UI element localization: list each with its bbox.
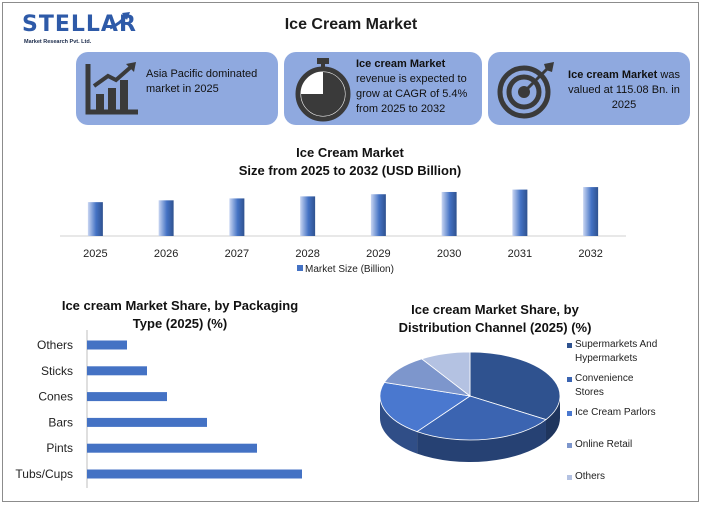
legend-label: Online Retail xyxy=(575,439,633,450)
page-title: Ice Cream Market xyxy=(284,16,418,33)
bar xyxy=(87,340,127,350)
packaging-chart: Others Sticks Cones Bars Pints Tubs/Cups xyxy=(15,330,302,488)
card-cagr-bold: Ice cream Market xyxy=(356,58,446,70)
packaging-chart-title: Ice cream Market Share, by Packaging Typ… xyxy=(30,297,330,333)
card-value-body-a: was xyxy=(660,69,680,81)
bar xyxy=(87,469,302,479)
chart-subtitle: Distribution Channel (2025) (%) xyxy=(398,320,592,335)
distribution-pie-chart xyxy=(379,351,561,462)
info-card-cagr: Ice cream Market revenue is expected to g… xyxy=(284,52,482,125)
pie-slice xyxy=(416,395,547,441)
y-tick-label: Others xyxy=(37,338,73,352)
card-value-body-b: valued at 115.08 Bn. in 2025 xyxy=(568,84,680,111)
card-value-text: Ice cream Market was valued at 115.08 Bn… xyxy=(562,68,686,113)
x-tick-label: 2029 xyxy=(366,248,390,260)
stopwatch-icon xyxy=(295,58,351,122)
info-card-region: Asia Pacific dominated market in 2025 xyxy=(76,52,278,125)
card-region-text: Asia Pacific dominated market in 2025 xyxy=(146,68,258,95)
target-icon xyxy=(497,62,554,119)
pie-slice-side xyxy=(417,419,546,462)
x-tick-label: 2027 xyxy=(225,248,249,260)
legend-label: Convenience xyxy=(575,373,634,384)
bar xyxy=(441,191,457,236)
bar-chart-growth-icon xyxy=(85,62,138,115)
x-tick-label: 2032 xyxy=(578,248,602,260)
legend-swatch xyxy=(567,377,572,382)
legend-swatch xyxy=(567,443,572,448)
x-tick-label: 2031 xyxy=(508,248,532,260)
chart-title: Ice cream Market Share, by xyxy=(411,302,579,317)
bar xyxy=(370,194,386,236)
legend-label: Stores xyxy=(575,387,604,398)
y-tick-label: Cones xyxy=(38,390,73,404)
card-cagr-text: Ice cream Market revenue is expected to g… xyxy=(356,57,478,117)
y-tick-label: Pints xyxy=(46,441,73,455)
card-value-bold: Ice cream Market xyxy=(568,69,658,81)
stellar-logo: STELLAR Market Research Pvt. Ltd. xyxy=(12,6,136,45)
bar xyxy=(583,187,599,236)
x-tick-label: 2028 xyxy=(295,248,319,260)
pie-slice-side xyxy=(545,396,560,442)
chart-subtitle: Size from 2025 to 2032 (USD Billion) xyxy=(238,163,462,178)
x-tick-label: 2026 xyxy=(154,248,178,260)
bar xyxy=(87,366,147,376)
logo-tagline: Market Research Pvt. Ltd. xyxy=(24,39,92,45)
bar xyxy=(512,189,528,236)
legend-label: Supermarkets And xyxy=(575,339,658,350)
bar xyxy=(87,202,103,236)
y-tick-label: Sticks xyxy=(41,364,73,378)
bar xyxy=(229,198,245,236)
legend-label: Others xyxy=(575,471,606,482)
bar xyxy=(87,417,207,427)
pie-slice xyxy=(420,351,471,397)
legend-label: Ice Cream Parlors xyxy=(575,407,656,418)
card-cagr-body: revenue is expected to grow at CAGR of 5… xyxy=(356,73,468,115)
bar xyxy=(300,196,316,236)
market-size-chart-title: Ice Cream Market Size from 2025 to 2032 … xyxy=(150,144,550,180)
y-tick-label: Bars xyxy=(48,415,73,429)
legend-swatch xyxy=(567,475,572,480)
x-tick-label: 2030 xyxy=(437,248,461,260)
logo-swoosh-icon xyxy=(109,12,130,30)
chart-subtitle: Type (2025) (%) xyxy=(132,316,228,331)
market-size-chart: 2025 2026 2027 2028 2029 2030 2031 2032 Market S… xyxy=(60,187,626,275)
legend-label: Market Size (Billion) xyxy=(305,264,394,275)
legend-swatch xyxy=(297,265,303,271)
bar xyxy=(158,200,174,236)
x-tick-label: 2025 xyxy=(83,248,107,260)
bar xyxy=(87,392,167,402)
legend-swatch xyxy=(567,411,572,416)
bar xyxy=(87,443,257,453)
distribution-chart-title: Ice cream Market Share, by Distribution … xyxy=(350,301,640,337)
chart-title: Ice cream Market Share, by Packaging xyxy=(61,298,299,313)
info-card-value: Ice cream Market was valued at 115.08 Bn… xyxy=(488,52,690,125)
y-tick-label: Tubs/Cups xyxy=(15,467,73,481)
pie-slice-side xyxy=(380,396,418,454)
pie-slice xyxy=(379,381,472,433)
legend-swatch xyxy=(567,343,572,348)
legend-label: Hypermarkets xyxy=(575,353,638,364)
chart-title: Ice Cream Market xyxy=(296,145,404,160)
